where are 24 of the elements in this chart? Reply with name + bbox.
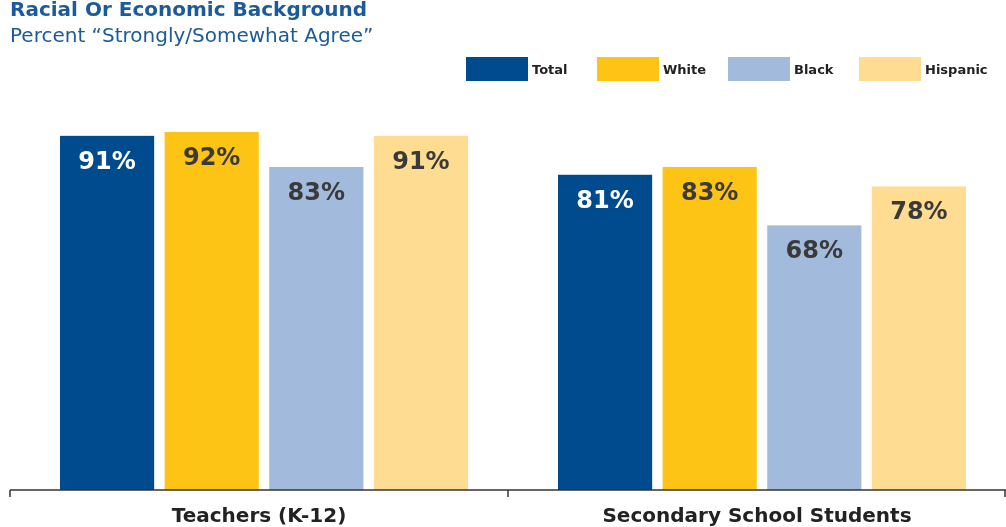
- chart-title: Racial Or Economic Background: [10, 0, 368, 21]
- data-label: 81%: [576, 185, 634, 214]
- legend-label: Black: [794, 62, 834, 77]
- data-label: 78%: [890, 197, 948, 226]
- bar: [60, 135, 155, 490]
- data-label: 92%: [182, 142, 241, 171]
- data-label: 83%: [680, 177, 739, 206]
- bar: [373, 135, 468, 490]
- bar: [662, 166, 757, 490]
- x-tick-label: Secondary School Students: [602, 503, 912, 527]
- data-label: 91%: [392, 146, 450, 175]
- data-label: 68%: [785, 236, 844, 265]
- bar: [164, 131, 259, 490]
- legend-label: Hispanic: [925, 62, 988, 77]
- bar: [767, 225, 862, 490]
- bar: [269, 166, 364, 490]
- bar: [558, 174, 653, 490]
- bar: [871, 186, 966, 490]
- data-label: 91%: [78, 146, 136, 175]
- chart-subtitle: Percent “Strongly/Somewhat Agree”: [10, 23, 374, 47]
- legend-label: Total: [532, 62, 568, 77]
- legend-label: White: [663, 62, 707, 77]
- x-tick-label: Teachers (K-12): [171, 503, 347, 527]
- data-label: 83%: [287, 177, 346, 206]
